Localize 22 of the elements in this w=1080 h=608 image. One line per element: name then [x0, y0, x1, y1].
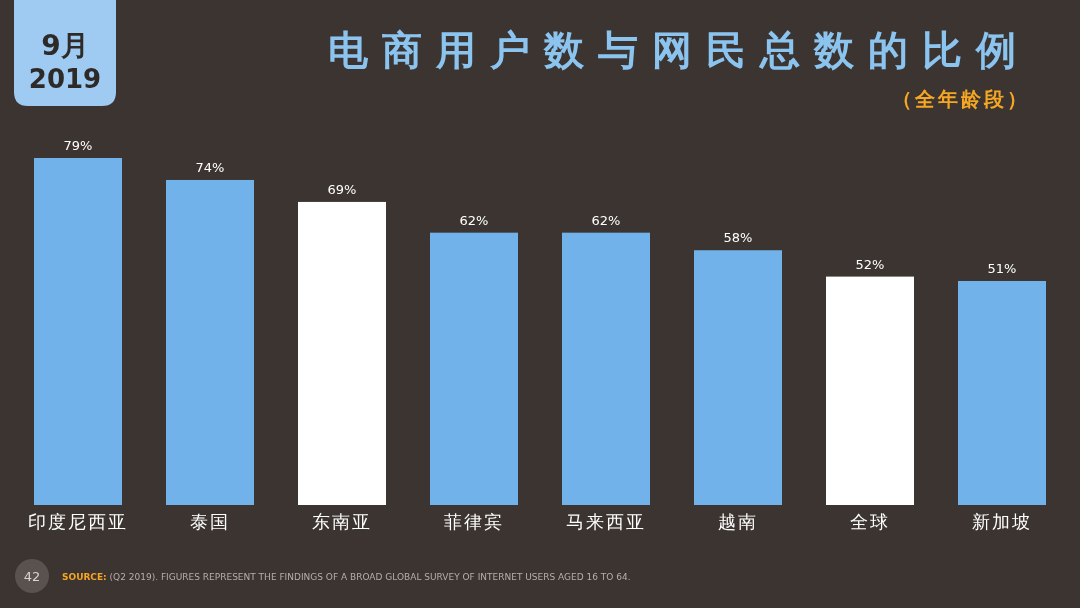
- data-label: 58%: [723, 230, 753, 246]
- text: 9月: [41, 29, 89, 62]
- data-label: 69%: [327, 181, 357, 197]
- x-tick-label: 泰国: [190, 511, 230, 532]
- text: 2019: [28, 64, 102, 94]
- x-tick-label: 马来西亚: [566, 511, 646, 532]
- x-tick-label: 新加坡: [972, 511, 1032, 532]
- x-tick-label: 印度尼西亚: [28, 511, 128, 532]
- data-label: 62%: [591, 212, 621, 228]
- x-tick-label: 菲律宾: [444, 511, 504, 532]
- x-tick-label: 东南亚: [312, 511, 372, 532]
- data-label: 74%: [195, 159, 225, 175]
- data-label: 79%: [63, 138, 93, 153]
- data-label: 62%: [459, 212, 489, 228]
- data-label: 52%: [855, 256, 885, 272]
- x-tick-label: 全球: [850, 511, 890, 532]
- source-note: SOURCE: (Q2 2019). FIGURES REPRESENT THE FINDINGS OF A BROAD GLOBAL SURVEY OF INTERNET USERS AGED 16 TO 64.: [62, 572, 631, 582]
- data-label: 51%: [987, 260, 1017, 276]
- chart-subtitle: （全年龄段）: [892, 87, 1030, 111]
- chart-title: 电商用户数与网民总数的比例: [328, 27, 1030, 73]
- x-tick-label: 越南: [718, 511, 758, 532]
- text: 42: [23, 569, 41, 584]
